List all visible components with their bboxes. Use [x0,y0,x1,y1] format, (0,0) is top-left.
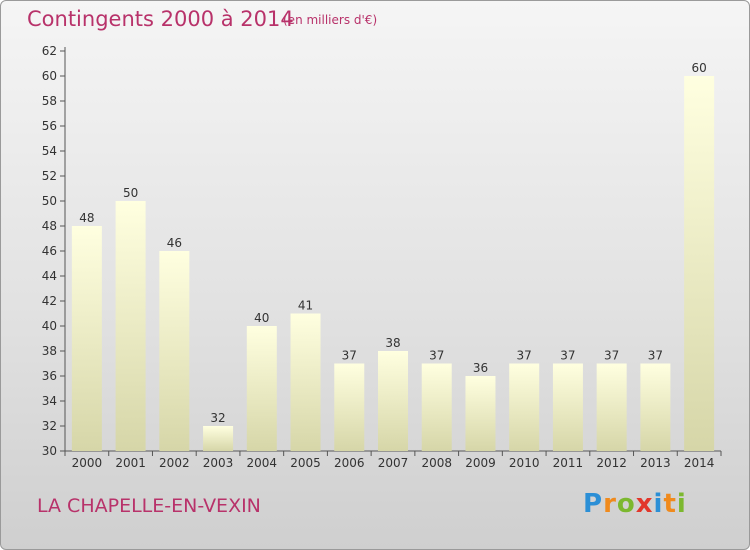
data-label: 37 [517,349,532,363]
data-label: 37 [648,349,663,363]
logo-letter: o [616,489,636,519]
y-tick-label: 46 [42,244,57,258]
y-tick-label: 56 [42,119,57,133]
x-tick-label: 2007 [378,456,409,470]
bar-2008 [421,363,452,451]
bar-2006 [334,363,365,451]
bar-2007 [378,351,408,451]
y-tick-label: 38 [42,344,57,358]
data-label: 50 [123,186,138,200]
bar-2005 [290,313,321,451]
data-label: 41 [298,299,313,313]
bar-2003 [203,426,234,451]
data-label: 37 [604,349,619,363]
logo-letter: x [635,489,654,519]
logo-letter: i [653,489,664,519]
y-tick-label: 50 [42,194,57,208]
bar-2000 [71,226,102,451]
proxiti-logo[interactable]: Proxiti [583,489,687,519]
bar-2013 [640,363,671,451]
logo-letter: P [583,489,604,519]
x-tick-label: 2013 [640,456,671,470]
data-label: 48 [79,211,94,225]
y-tick-label: 36 [42,369,57,383]
x-tick-label: 2011 [553,456,584,470]
y-tick-label: 58 [42,94,57,108]
y-tick-label: 54 [42,144,57,158]
data-labels: 48 50 46 32 40 41 37 38 37 36 37 37 37 37 60 [79,61,707,425]
bar-2001 [115,201,146,451]
x-tick-label: 2001 [115,456,146,470]
data-label: 37 [429,349,444,363]
x-tick-label: 2006 [334,456,365,470]
x-tick-label: 2009 [465,456,496,470]
logo-letter: r [603,489,617,519]
x-tick-label: 2008 [421,456,452,470]
x-tick-label: 2004 [247,456,278,470]
x-tick-label: 2000 [72,456,103,470]
y-tick-label: 42 [42,294,57,308]
data-label: 46 [167,236,182,250]
bars [71,76,715,451]
x-tick-label: 2005 [290,456,321,470]
bar-2010 [509,363,540,451]
data-label: 37 [560,349,575,363]
bar-2002 [159,251,190,451]
bar-2009 [465,376,496,451]
x-tick-label: 2002 [159,456,190,470]
data-label: 60 [691,61,706,75]
y-tick-label: 30 [42,444,57,458]
y-tick-label: 34 [42,394,57,408]
data-label: 40 [254,311,269,325]
data-label: 36 [473,361,488,375]
bar-2012 [596,363,627,451]
x-tick-label: 2014 [684,456,715,470]
y-tick-label: 52 [42,169,57,183]
bar-2014 [684,76,715,451]
bar-2004 [246,326,277,451]
data-label: 38 [385,336,400,350]
bar-2011 [552,363,583,451]
y-tick-label: 48 [42,219,57,233]
logo-letter: i [676,489,687,519]
chart-title: Contingents 2000 à 2014 [27,7,294,31]
axes: 30 32 34 36 38 40 42 44 46 48 50 52 54 56 58 60 62 2000 20… [42,44,722,470]
y-tick-label: 62 [42,44,57,58]
chart-subtitle: (en milliers d'€) [283,13,378,27]
logo-letter: t [663,489,677,519]
y-tick-label: 60 [42,69,57,83]
data-label: 32 [210,411,225,425]
y-tick-label: 40 [42,319,57,333]
commune-name: LA CHAPELLE-EN-VEXIN [37,495,261,517]
y-tick-label: 44 [42,269,57,283]
y-tick-label: 32 [42,419,57,433]
x-tick-label: 2012 [596,456,627,470]
data-label: 37 [342,349,357,363]
x-tick-label: 2010 [509,456,540,470]
x-tick-label: 2003 [203,456,234,470]
